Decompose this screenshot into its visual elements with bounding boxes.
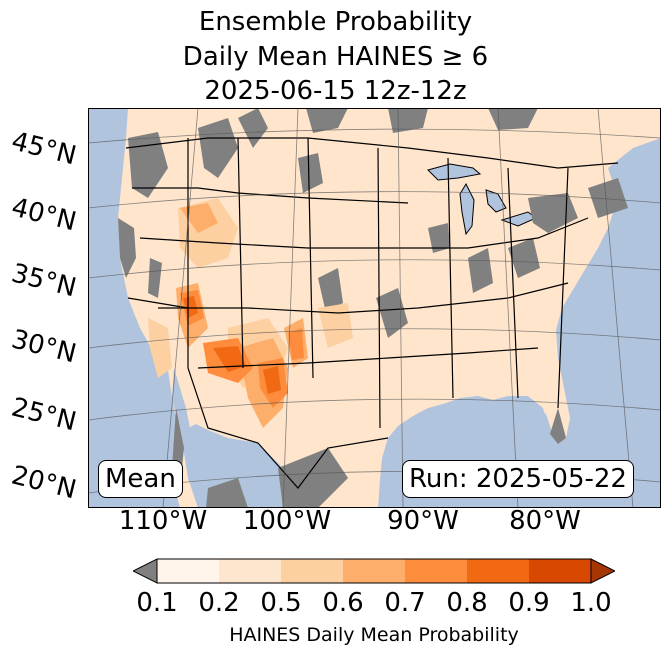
below-threshold-areas — [118, 108, 628, 508]
pacific-ocean — [88, 108, 180, 508]
colorbar-frame — [156, 558, 592, 584]
lat-label-35: 35°N — [8, 258, 80, 304]
colorbar-bin — [219, 559, 282, 583]
colorbar-tick: 0.8 — [446, 588, 488, 618]
run-date-box: Run: 2025-05-22 — [402, 460, 634, 498]
colorbar-over-arrow — [590, 558, 615, 584]
colorbar-under-arrow — [133, 558, 158, 584]
lat-label-25: 25°N — [8, 392, 80, 438]
title-line-1: Ensemble Probability — [198, 7, 473, 37]
title-line-3: 2025-06-15 12z-12z — [204, 76, 467, 106]
probability-map — [88, 108, 661, 508]
lon-label-110w: 110°W — [118, 506, 208, 536]
colorbar-bin — [529, 559, 592, 583]
map-frame — [88, 108, 661, 508]
colorbar-bin — [281, 559, 344, 583]
colorbar-bin — [343, 559, 406, 583]
lat-label-45: 45°N — [8, 126, 80, 172]
colorbar-tick: 1.0 — [570, 588, 612, 618]
colorbar — [133, 558, 615, 584]
colorbar-bin — [157, 559, 220, 583]
colorbar-label: HAINES Daily Mean Probability — [229, 624, 519, 646]
colorbar-tick: 0.9 — [508, 588, 550, 618]
lon-label-90w: 90°W — [387, 506, 459, 536]
title-line-2: Daily Mean HAINES ≥ 6 — [182, 42, 489, 72]
colorbar-tick: 0.1 — [136, 588, 178, 618]
colorbar-tick: 0.2 — [198, 588, 240, 618]
colorbar-bin — [405, 559, 468, 583]
lat-label-40: 40°N — [8, 192, 80, 238]
stat-label-box: Mean — [98, 460, 183, 498]
colorbar-bin — [467, 559, 530, 583]
probability-0.8-0.9 — [183, 296, 281, 394]
colorbar-tick: 0.6 — [322, 588, 364, 618]
gulf-of-california — [172, 368, 192, 453]
lat-label-20: 20°N — [8, 460, 80, 506]
lon-label-100w: 100°W — [242, 506, 332, 536]
lat-label-30: 30°N — [8, 324, 80, 370]
lon-label-80w: 80°W — [509, 506, 581, 536]
colorbar-tick: 0.5 — [260, 588, 302, 618]
colorbar-tick: 0.7 — [384, 588, 426, 618]
land-area — [88, 108, 661, 508]
state-borders — [125, 137, 619, 489]
